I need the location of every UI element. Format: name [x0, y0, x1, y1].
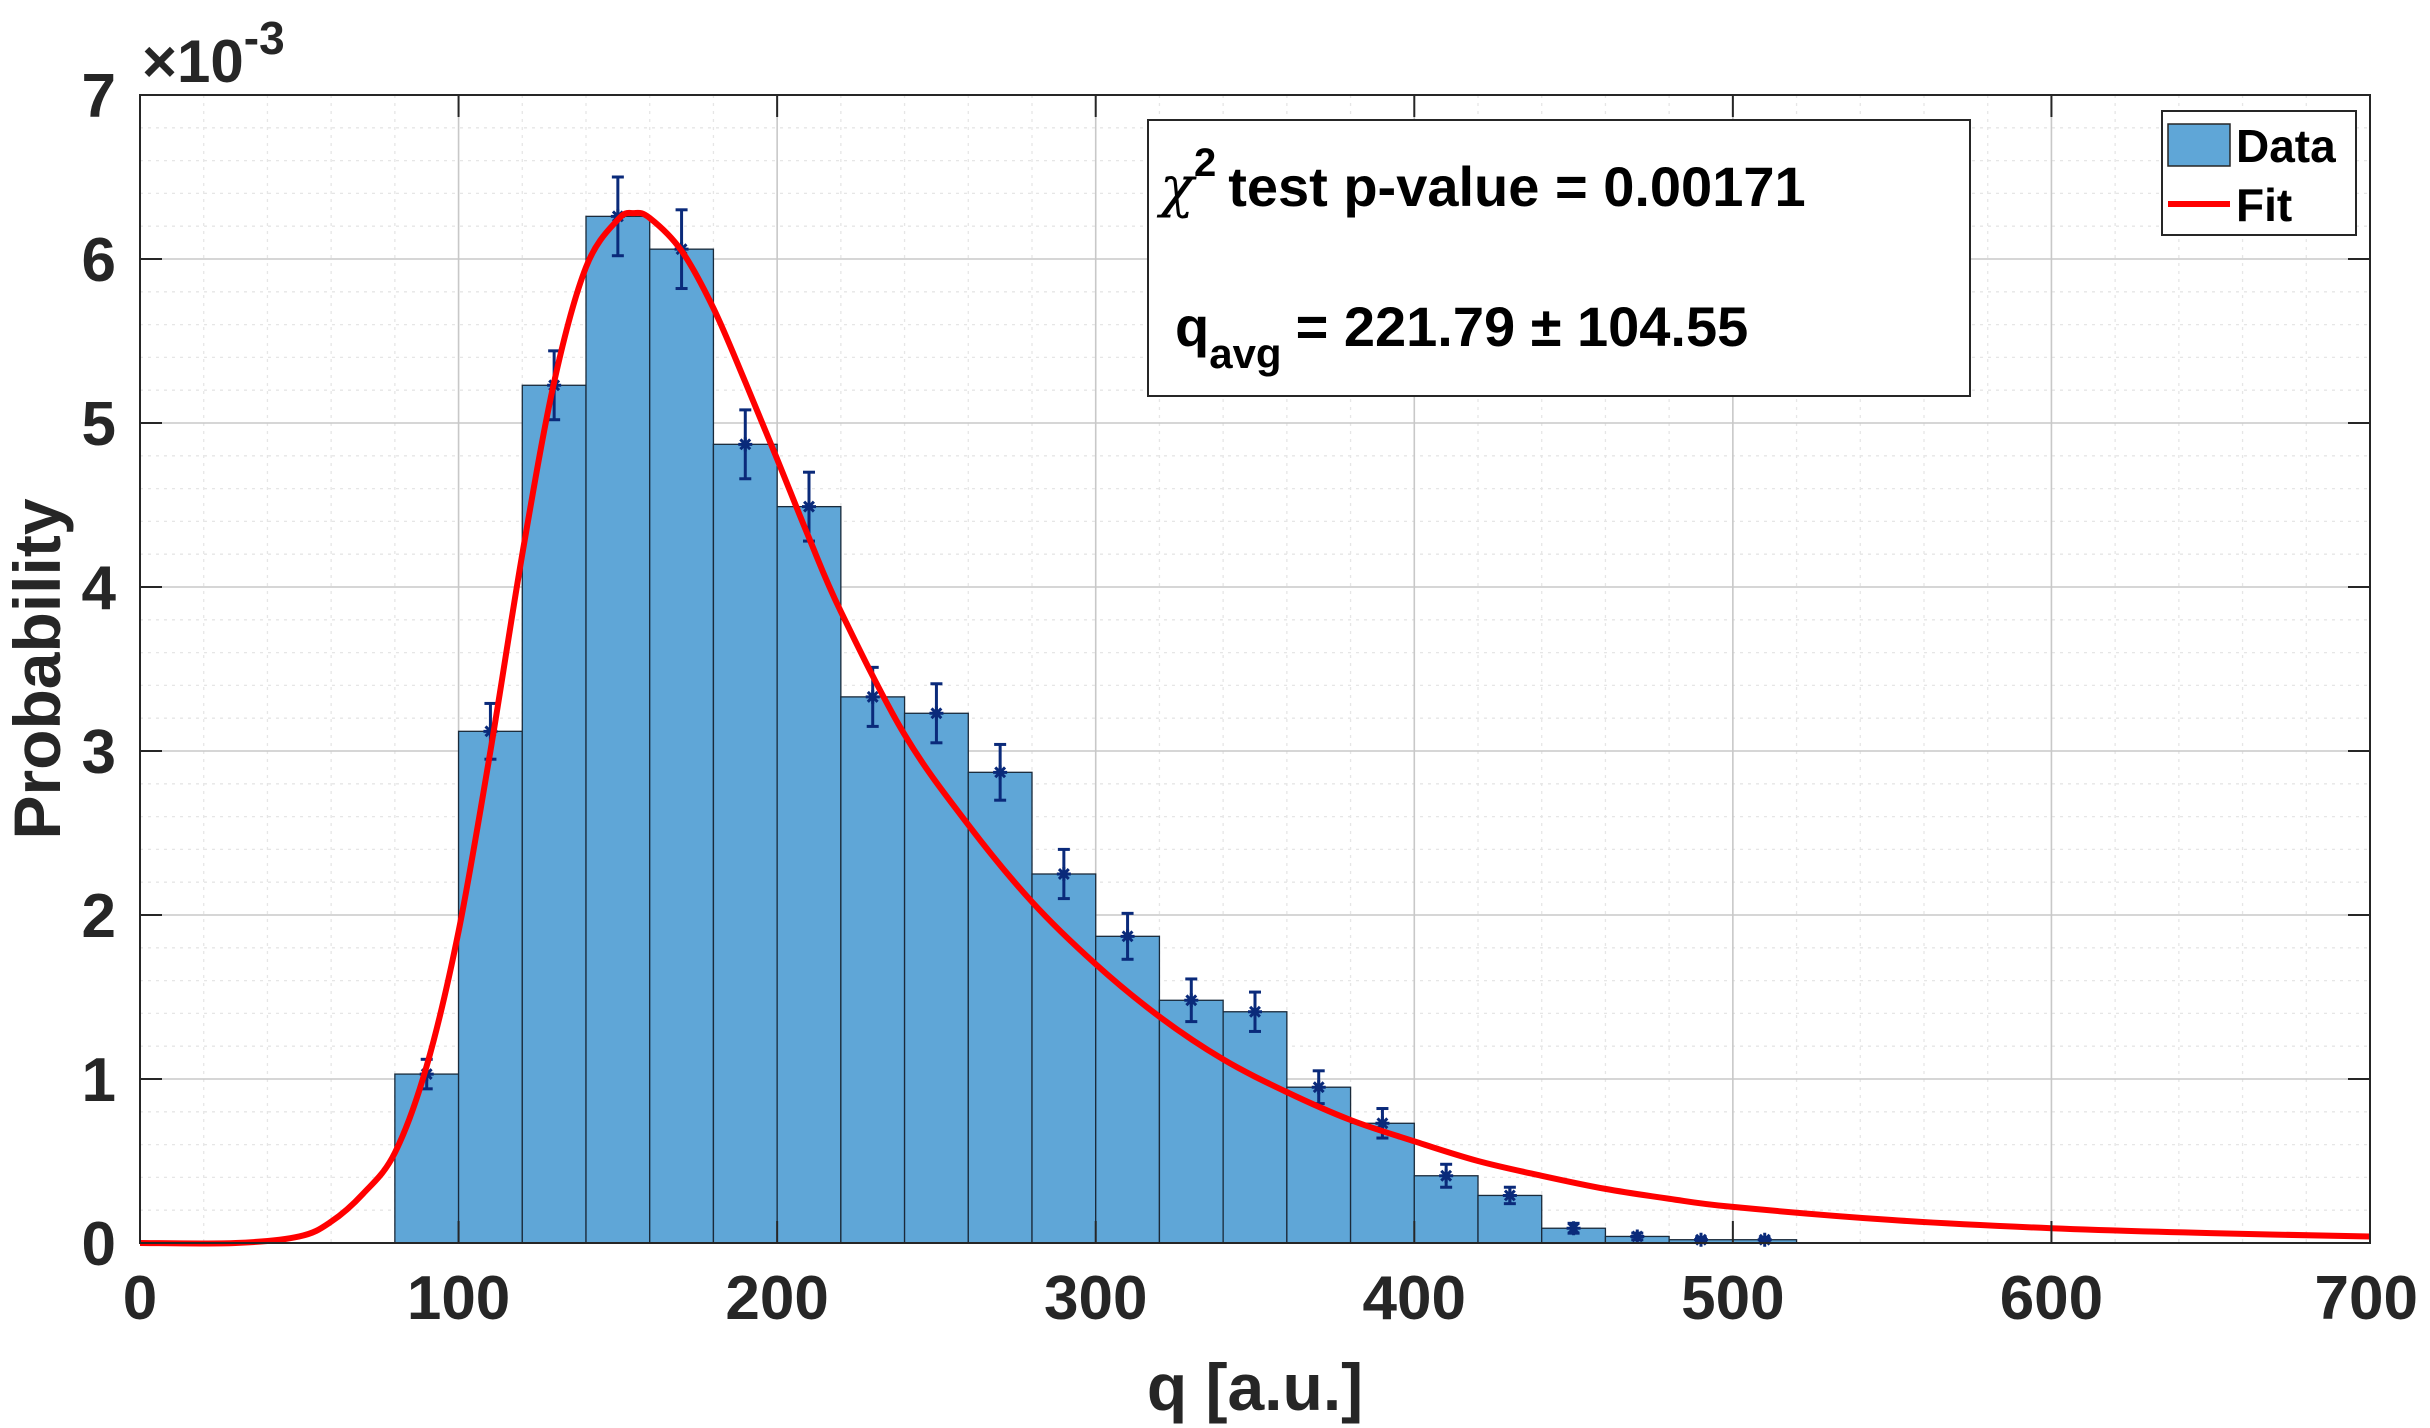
y-tick-label: 2: [82, 882, 116, 951]
x-axis-label: q [a.u.]: [1147, 1350, 1363, 1424]
y-tick-label: 6: [82, 226, 116, 295]
legend-swatch-data: [2167, 123, 2231, 167]
histogram-bar: [585, 215, 651, 1244]
y-axis-label: Probability: [0, 498, 74, 839]
histogram-bar: [967, 771, 1033, 1244]
data-point-marker: [1311, 1080, 1326, 1095]
y-tick-label: 1: [82, 1046, 116, 1115]
y-exponent: ×10-3: [142, 12, 285, 95]
data-point-marker: [1439, 1168, 1454, 1183]
histogram-bars: [394, 215, 1798, 1244]
y-tick-label: 5: [82, 390, 116, 459]
histogram-bar: [521, 384, 587, 1244]
x-tick-label: 300: [1044, 1264, 1147, 1333]
x-tick-label: 500: [1681, 1264, 1784, 1333]
data-point-marker: [1694, 1232, 1708, 1247]
x-tick-label: 100: [407, 1264, 510, 1333]
y-tick-labels: 0 1 2 3 4 5 6 7: [82, 62, 117, 1279]
annotation-box: χ2 test p-value = 0.00171 qavg = 221.79 ± …: [1147, 119, 1971, 397]
y-tick-label: 3: [82, 718, 116, 787]
annotation-frame: [1147, 119, 1971, 397]
histogram-bar: [1095, 935, 1161, 1244]
histogram-bar: [649, 248, 715, 1244]
histogram-bar: [1031, 873, 1097, 1244]
x-tick-label: 0: [123, 1264, 157, 1333]
data-point-marker: [483, 724, 498, 739]
data-point-marker: [802, 499, 816, 514]
y-tick-label: 0: [82, 1210, 116, 1279]
data-point-marker: [1056, 867, 1071, 881]
data-point-marker: [1120, 929, 1135, 944]
data-point-marker: [1566, 1221, 1581, 1236]
x-tick-label: 600: [2000, 1264, 2103, 1333]
axis-ticks: [139, 94, 2371, 1244]
y-tick-label: 7: [82, 62, 116, 131]
histogram-bar: [712, 443, 778, 1244]
q-average-text: qavg = 221.79 ± 104.55: [1175, 295, 1748, 377]
data-point-marker: [1630, 1229, 1645, 1244]
histogram-bar: [840, 696, 906, 1244]
legend-label-fit: Fit: [2236, 179, 2292, 231]
plot-frame: [139, 94, 2371, 1244]
data-point-marker: [1757, 1232, 1772, 1247]
data-point-marker: [1502, 1188, 1517, 1203]
data-point-marker: [1375, 1116, 1390, 1131]
x-tick-labels: 0 100 200 300 400 500 600 700: [123, 1264, 2418, 1333]
y-exponent-base: ×10-3: [142, 12, 285, 95]
x-tick-label: 700: [2315, 1264, 2418, 1333]
legend: Data Fit: [2161, 110, 2357, 236]
histogram-bar: [776, 505, 842, 1244]
data-point-marker: [1184, 993, 1199, 1008]
data-point-marker: [738, 437, 753, 452]
data-point-marker: [865, 689, 880, 704]
p-value-text: χ2 test p-value = 0.00171: [1156, 141, 1806, 220]
data-point-marker: [1248, 1004, 1262, 1019]
x-tick-label: 400: [1363, 1264, 1466, 1333]
data-point-marker: [993, 765, 1008, 780]
histogram-bar: [1286, 1086, 1352, 1244]
histogram-bar: [394, 1073, 460, 1244]
legend-label-data: Data: [2236, 120, 2336, 172]
fit-curve: [139, 209, 2371, 1247]
x-tick-label: 200: [725, 1264, 828, 1333]
data-point-marker: [929, 706, 944, 721]
histogram-bar: [903, 712, 969, 1244]
histogram-bar: [1222, 1011, 1288, 1244]
fit-curve-group: [139, 209, 2371, 1247]
y-tick-label: 4: [82, 554, 117, 623]
histogram-bar: [457, 730, 523, 1244]
